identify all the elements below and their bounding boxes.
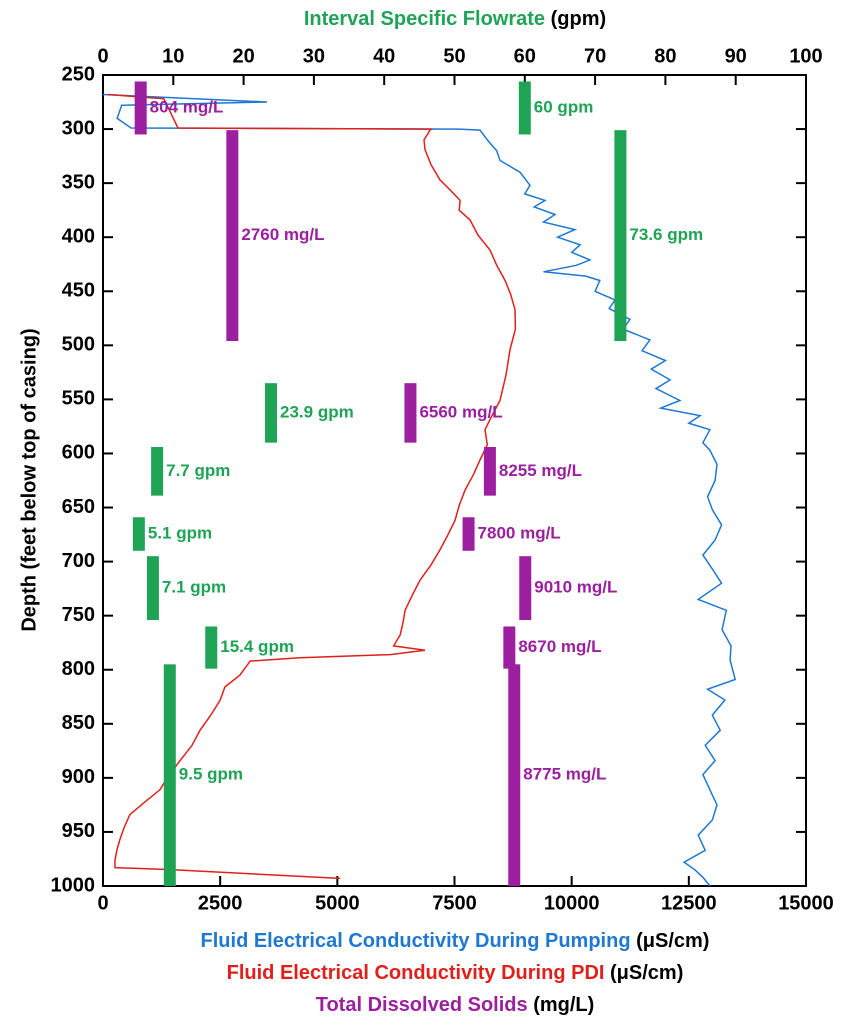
x2-tick-label: 60 xyxy=(514,45,536,67)
top-axis-label: Interval Specific Flowrate (gpm) xyxy=(304,8,606,30)
interval-bar xyxy=(132,517,145,551)
x2-tick-label: 80 xyxy=(654,45,676,67)
top-axis-unit: (gpm) xyxy=(551,8,607,30)
x-tick-label: 10000 xyxy=(544,892,600,914)
bar-label: 9.5 gpm xyxy=(179,765,243,784)
interval-bar xyxy=(205,626,218,669)
bar-label: 73.6 gpm xyxy=(629,225,703,244)
bar-label: 9010 mg/L xyxy=(534,578,617,597)
x2-tick-label: 30 xyxy=(303,45,325,67)
y-tick-label: 450 xyxy=(62,280,95,302)
x2-tick-label: 20 xyxy=(232,45,254,67)
interval-bar xyxy=(163,664,176,886)
x2-tick-label: 0 xyxy=(97,45,108,67)
bottom-axis-unit: (μS/cm) xyxy=(636,930,709,952)
y-tick-label: 750 xyxy=(62,604,95,626)
interval-bar xyxy=(146,556,159,620)
x-tick-label: 0 xyxy=(97,892,108,914)
interval-bar xyxy=(518,81,531,135)
bar-label: 8775 mg/L xyxy=(523,765,606,784)
y-tick-label: 700 xyxy=(62,550,95,572)
x2-tick-label: 50 xyxy=(443,45,465,67)
y-tick-label: 950 xyxy=(62,820,95,842)
x-tick-label: 15000 xyxy=(778,892,834,914)
bar-label: 7.1 gpm xyxy=(162,578,226,597)
bottom-axis-unit: (mg/L) xyxy=(533,994,594,1016)
bar-label: 23.9 gpm xyxy=(280,402,354,421)
x-tick-label: 2500 xyxy=(198,892,243,914)
interval-bar xyxy=(404,383,417,443)
bar-label: 2760 mg/L xyxy=(241,225,324,244)
x2-tick-label: 10 xyxy=(162,45,184,67)
y-tick-label: 600 xyxy=(62,442,95,464)
y-tick-label: 400 xyxy=(62,225,95,247)
bottom-axis-name: Total Dissolved Solids xyxy=(316,994,528,1016)
bottom-axis-name: Fluid Electrical Conductivity During Pum… xyxy=(201,930,631,952)
x-tick-label: 12500 xyxy=(661,892,717,914)
bar-label: 804 mg/L xyxy=(150,97,224,116)
y-tick-label: 800 xyxy=(62,658,95,680)
x2-tick-label: 40 xyxy=(373,45,395,67)
bar-label: 7800 mg/L xyxy=(478,524,561,543)
bar-label: 8670 mg/L xyxy=(518,637,601,656)
y-tick-label: 650 xyxy=(62,496,95,518)
interval-bar xyxy=(503,626,516,669)
bottom-axis-unit: (μS/cm) xyxy=(610,962,683,984)
bottom-axis-label: Total Dissolved Solids (mg/L) xyxy=(316,994,595,1016)
y-tick-label: 1000 xyxy=(51,874,96,896)
x2-tick-label: 70 xyxy=(584,45,606,67)
interval-bar xyxy=(483,446,496,496)
top-axis-name: Interval Specific Flowrate xyxy=(304,8,545,30)
interval-bar xyxy=(265,383,278,443)
bar-label: 7.7 gpm xyxy=(166,461,230,480)
interval-bar xyxy=(508,664,521,886)
conductivity-line xyxy=(102,93,737,887)
y-axis-label: Depth (feet below top of casing) xyxy=(18,328,40,631)
y-tick-label: 550 xyxy=(62,388,95,410)
bar-label: 8255 mg/L xyxy=(499,461,582,480)
bottom-axis-label: Fluid Electrical Conductivity During Pum… xyxy=(201,930,710,952)
x-tick-label: 7500 xyxy=(432,892,477,914)
interval-bar xyxy=(134,81,147,135)
bar-label: 15.4 gpm xyxy=(220,637,294,656)
interval-bar xyxy=(151,446,164,496)
interval-bar xyxy=(462,517,475,551)
bar-label: 60 gpm xyxy=(534,97,594,116)
x2-tick-label: 90 xyxy=(725,45,747,67)
y-tick-label: 250 xyxy=(62,63,95,85)
y-tick-label: 300 xyxy=(62,117,95,139)
bar-label: 6560 mg/L xyxy=(419,402,502,421)
bottom-axis-label: Fluid Electrical Conductivity During PDI… xyxy=(227,962,684,984)
y-tick-label: 500 xyxy=(62,334,95,356)
interval-bar xyxy=(614,130,627,342)
y-tick-label: 900 xyxy=(62,766,95,788)
bottom-axis-name: Fluid Electrical Conductivity During PDI xyxy=(227,962,605,984)
x-tick-label: 5000 xyxy=(315,892,360,914)
interval-bar xyxy=(519,556,532,620)
interval-bar xyxy=(226,130,239,342)
y-tick-label: 350 xyxy=(62,171,95,193)
x2-tick-label: 100 xyxy=(789,45,822,67)
bar-label: 5.1 gpm xyxy=(148,524,212,543)
y-tick-label: 850 xyxy=(62,712,95,734)
